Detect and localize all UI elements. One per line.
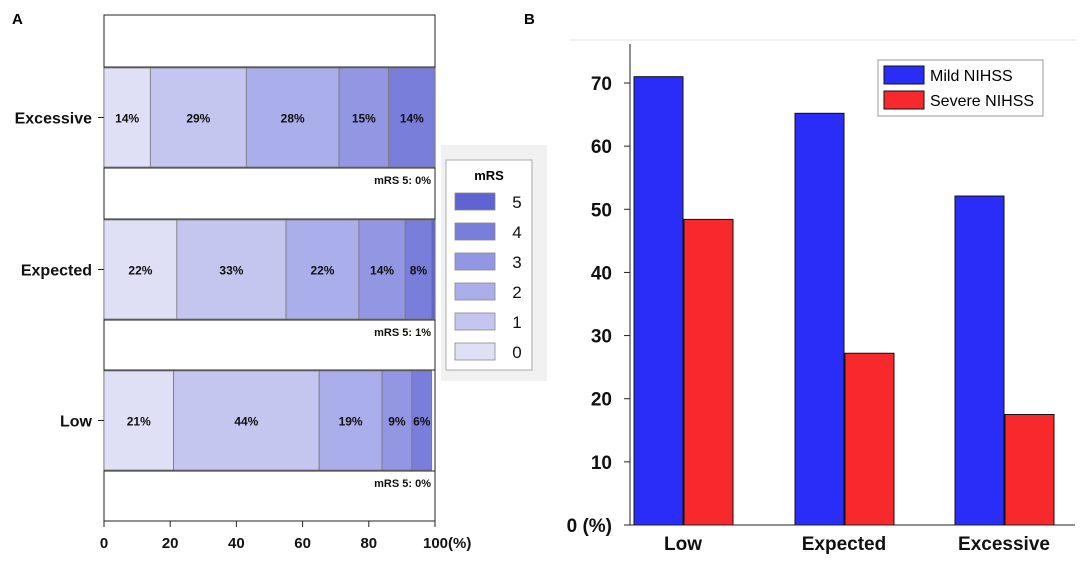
bar-segment-mrs-4 (404, 219, 433, 320)
y-tick-label: 30 (591, 327, 612, 348)
panel-b-grouped-bar-chart: B 0 (%) 10 20 30 40 50 60 70 Low Expected Excessi… (524, 11, 1076, 555)
panel-a-category-labels: Excessive Expected Low (15, 111, 104, 431)
category-label: Excessive (15, 111, 93, 128)
bar-segment-mrs-0 (103, 219, 178, 320)
legend-entry-label: 3 (512, 253, 521, 272)
category-label: Low (664, 534, 702, 555)
y-tick-label: 70 (591, 74, 612, 95)
panel-a-mrs5-notes: mRS 5: 0% mRS 5: 1% mRS 5: 0% (374, 175, 431, 490)
x-tick-label: 100(%) (423, 535, 471, 552)
bar-value-label: 15% (352, 112, 376, 126)
legend-swatch-mild (883, 65, 925, 85)
panel-a-label: A (12, 11, 23, 28)
panel-a-legend: mRS 5 4 3 2 1 0 (441, 145, 547, 381)
panel-b-legend: Mild NIHSS Severe NIHSS (877, 59, 1044, 117)
bar-segment-mrs-2 (245, 67, 340, 168)
legend-title: mRS (474, 168, 504, 183)
bar-segment-mrs-3 (358, 219, 406, 320)
y-tick-label: 20 (591, 390, 612, 411)
panel-a-bars: 14% 29% 28% 15% 14% 22% 33% 22% 14% 8% 21% 44% 19% 9%… (103, 67, 436, 471)
legend-entry-label: 1 (512, 313, 521, 332)
x-tick-label: 80 (360, 535, 377, 552)
legend-swatch (454, 312, 496, 331)
bar-segment-mrs-0 (103, 67, 151, 168)
legend-swatch-severe (883, 90, 925, 110)
mrs5-note: mRS 5: 0% (374, 175, 431, 187)
legend-swatch (454, 282, 496, 301)
bar-segment-mrs-5 (431, 219, 436, 320)
bar-value-label: 22% (128, 264, 152, 278)
x-tick-label: 20 (162, 535, 179, 552)
panel-a-x-ticks: 0 20 40 60 80 100(%) (100, 521, 471, 552)
panel-b-label: B (524, 11, 535, 28)
bar-value-label: 14% (115, 112, 139, 126)
category-label: Expected (21, 263, 92, 280)
mrs5-note: mRS 5: 1% (374, 327, 431, 339)
y-tick-label: 10 (591, 453, 612, 474)
bar-value-label: 6% (413, 415, 431, 429)
legend-label-mild: Mild NIHSS (930, 68, 1013, 85)
legend-entry-label: 2 (512, 283, 521, 302)
legend-swatch (454, 222, 496, 241)
bar-segment-mrs-1 (149, 67, 247, 168)
bar-value-label: 14% (370, 264, 394, 278)
bar-segment-mrs-4 (388, 67, 436, 168)
bar-value-label: 28% (281, 112, 305, 126)
bar-value-label: 9% (388, 415, 406, 429)
category-label: Expected (802, 534, 886, 555)
bar-severe-nihss (844, 352, 895, 526)
bar-value-label: 29% (186, 112, 210, 126)
legend-entry-label: 4 (512, 223, 521, 242)
x-tick-label: 60 (294, 535, 311, 552)
bar-mild-nihss (954, 195, 1005, 526)
panel-b-y-ticks: 0 (%) 10 20 30 40 50 60 70 (567, 74, 630, 537)
bar-segment-mrs-1 (173, 370, 320, 471)
bar-segment-mrs-0 (103, 370, 174, 471)
bar-segment-mrs-2 (285, 219, 360, 320)
x-tick-label: 0 (100, 535, 108, 552)
panel-b-axes (629, 44, 1075, 526)
y-tick-label: 50 (591, 200, 612, 221)
legend-swatch (454, 342, 496, 361)
bar-value-label: 21% (127, 415, 151, 429)
mrs5-note: mRS 5: 0% (374, 478, 431, 490)
legend-label-severe: Severe NIHSS (930, 93, 1034, 110)
category-label: Low (60, 414, 93, 431)
legend-swatch (454, 252, 496, 271)
bar-value-label: 44% (234, 415, 258, 429)
bar-segment-mrs-4 (411, 370, 433, 471)
legend-entry-label: 0 (512, 343, 521, 362)
bar-segment-mrs-3 (338, 67, 390, 168)
y-tick-label: 0 (%) (567, 516, 612, 537)
bar-segment-mrs-3 (381, 370, 413, 471)
bar-severe-nihss (1004, 414, 1055, 526)
bar-mild-nihss (633, 76, 684, 526)
bar-value-label: 14% (400, 112, 424, 126)
legend-entry-label: 5 (512, 193, 521, 212)
y-tick-label: 40 (591, 263, 612, 284)
bar-segment-mrs-2 (318, 370, 383, 471)
bar-value-label: 19% (339, 415, 363, 429)
category-label: Excessive (958, 534, 1050, 555)
legend-swatch (454, 192, 496, 211)
bar-value-label: 8% (410, 264, 428, 278)
x-tick-label: 40 (228, 535, 245, 552)
y-tick-label: 60 (591, 137, 612, 158)
panel-b-bars (633, 76, 1055, 526)
bar-mild-nihss (794, 112, 845, 526)
bar-value-label: 33% (219, 264, 243, 278)
panel-b-category-labels: Low Expected Excessive (664, 534, 1050, 555)
bar-value-label: 22% (310, 264, 334, 278)
bar-severe-nihss (683, 218, 734, 526)
panel-a-stacked-bar-chart: A 14% 29% 28% 15% 14%22% 33% 22% 14% 8%21% 44% 19%… (12, 11, 547, 552)
